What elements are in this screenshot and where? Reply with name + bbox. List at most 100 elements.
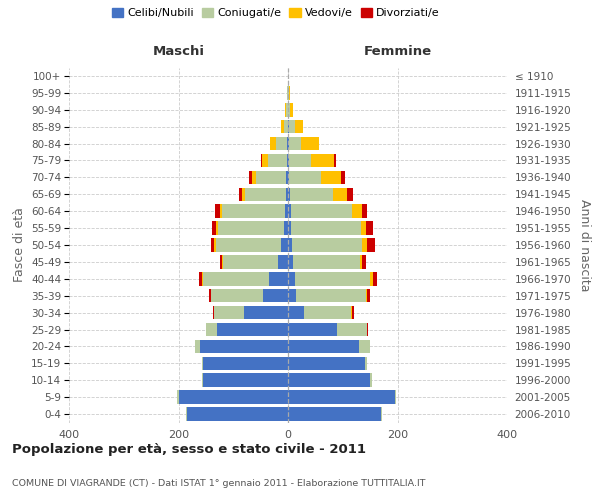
Legend: Celibi/Nubili, Coniugati/e, Vedovi/e, Divorziati/e: Celibi/Nubili, Coniugati/e, Vedovi/e, Di… bbox=[110, 6, 442, 20]
Bar bbox=[285, 204, 288, 218]
Bar bbox=[288, 170, 289, 184]
Bar bbox=[214, 306, 244, 320]
Text: Maschi: Maschi bbox=[152, 45, 205, 58]
Bar bbox=[367, 323, 368, 336]
Bar bbox=[321, 170, 341, 184]
Bar bbox=[276, 137, 287, 150]
Bar bbox=[290, 103, 293, 117]
Bar bbox=[288, 408, 381, 421]
Text: Femmine: Femmine bbox=[364, 45, 431, 58]
Bar bbox=[291, 222, 361, 235]
Bar bbox=[262, 154, 268, 167]
Bar bbox=[362, 204, 367, 218]
Text: COMUNE DI VIAGRANDE (CT) - Dati ISTAT 1° gennaio 2011 - Elaborazione TUTTITALIA.: COMUNE DI VIAGRANDE (CT) - Dati ISTAT 1°… bbox=[12, 479, 425, 488]
Bar bbox=[288, 238, 292, 252]
Bar bbox=[289, 170, 321, 184]
Bar bbox=[288, 120, 289, 134]
Bar bbox=[206, 323, 217, 336]
Bar bbox=[395, 390, 396, 404]
Bar bbox=[288, 356, 365, 370]
Bar bbox=[289, 154, 311, 167]
Bar bbox=[203, 356, 288, 370]
Y-axis label: Fasce di età: Fasce di età bbox=[13, 208, 26, 282]
Bar bbox=[203, 374, 288, 387]
Bar bbox=[268, 154, 287, 167]
Bar bbox=[351, 306, 352, 320]
Bar bbox=[202, 374, 203, 387]
Bar bbox=[223, 255, 278, 268]
Bar bbox=[311, 154, 334, 167]
Bar bbox=[242, 188, 245, 201]
Bar bbox=[367, 238, 375, 252]
Bar bbox=[362, 238, 367, 252]
Bar bbox=[288, 188, 290, 201]
Bar bbox=[200, 340, 288, 353]
Bar bbox=[244, 306, 288, 320]
Bar bbox=[260, 154, 262, 167]
Bar bbox=[212, 222, 216, 235]
Bar bbox=[288, 340, 359, 353]
Bar bbox=[347, 188, 353, 201]
Bar bbox=[288, 272, 295, 285]
Text: Popolazione per età, sesso e stato civile - 2011: Popolazione per età, sesso e stato civil… bbox=[12, 442, 366, 456]
Bar bbox=[216, 238, 281, 252]
Bar bbox=[304, 306, 351, 320]
Bar bbox=[341, 170, 345, 184]
Bar bbox=[211, 289, 263, 302]
Bar bbox=[217, 323, 288, 336]
Bar bbox=[288, 289, 296, 302]
Bar bbox=[289, 137, 301, 150]
Bar bbox=[214, 238, 216, 252]
Bar bbox=[284, 222, 288, 235]
Bar bbox=[370, 272, 373, 285]
Bar bbox=[365, 356, 367, 370]
Bar bbox=[239, 188, 242, 201]
Bar bbox=[281, 120, 284, 134]
Bar bbox=[288, 323, 337, 336]
Bar bbox=[286, 170, 288, 184]
Bar bbox=[288, 204, 291, 218]
Bar bbox=[287, 137, 288, 150]
Bar bbox=[295, 272, 370, 285]
Bar bbox=[202, 356, 203, 370]
Bar bbox=[337, 323, 367, 336]
Bar bbox=[288, 103, 290, 117]
Bar bbox=[373, 272, 377, 285]
Bar bbox=[366, 222, 373, 235]
Bar bbox=[263, 289, 288, 302]
Bar bbox=[271, 137, 276, 150]
Bar bbox=[288, 222, 291, 235]
Bar bbox=[179, 390, 288, 404]
Bar bbox=[222, 255, 223, 268]
Bar bbox=[216, 222, 218, 235]
Bar bbox=[286, 103, 288, 117]
Bar bbox=[185, 408, 187, 421]
Bar bbox=[289, 120, 295, 134]
Bar bbox=[366, 289, 367, 302]
Bar bbox=[278, 255, 288, 268]
Bar bbox=[284, 120, 288, 134]
Bar bbox=[289, 86, 290, 100]
Bar bbox=[370, 374, 372, 387]
Bar bbox=[203, 272, 269, 285]
Bar bbox=[361, 222, 366, 235]
Bar bbox=[218, 222, 284, 235]
Bar bbox=[187, 408, 288, 421]
Bar bbox=[360, 255, 362, 268]
Bar bbox=[215, 204, 220, 218]
Bar bbox=[252, 170, 256, 184]
Bar bbox=[290, 188, 333, 201]
Bar bbox=[296, 289, 366, 302]
Bar bbox=[367, 289, 370, 302]
Bar bbox=[285, 103, 286, 117]
Bar bbox=[287, 154, 288, 167]
Bar bbox=[295, 120, 304, 134]
Bar bbox=[202, 272, 203, 285]
Bar bbox=[245, 188, 286, 201]
Bar bbox=[177, 390, 179, 404]
Bar bbox=[256, 170, 286, 184]
Bar bbox=[249, 170, 252, 184]
Bar bbox=[334, 154, 335, 167]
Bar bbox=[222, 204, 285, 218]
Bar bbox=[293, 255, 360, 268]
